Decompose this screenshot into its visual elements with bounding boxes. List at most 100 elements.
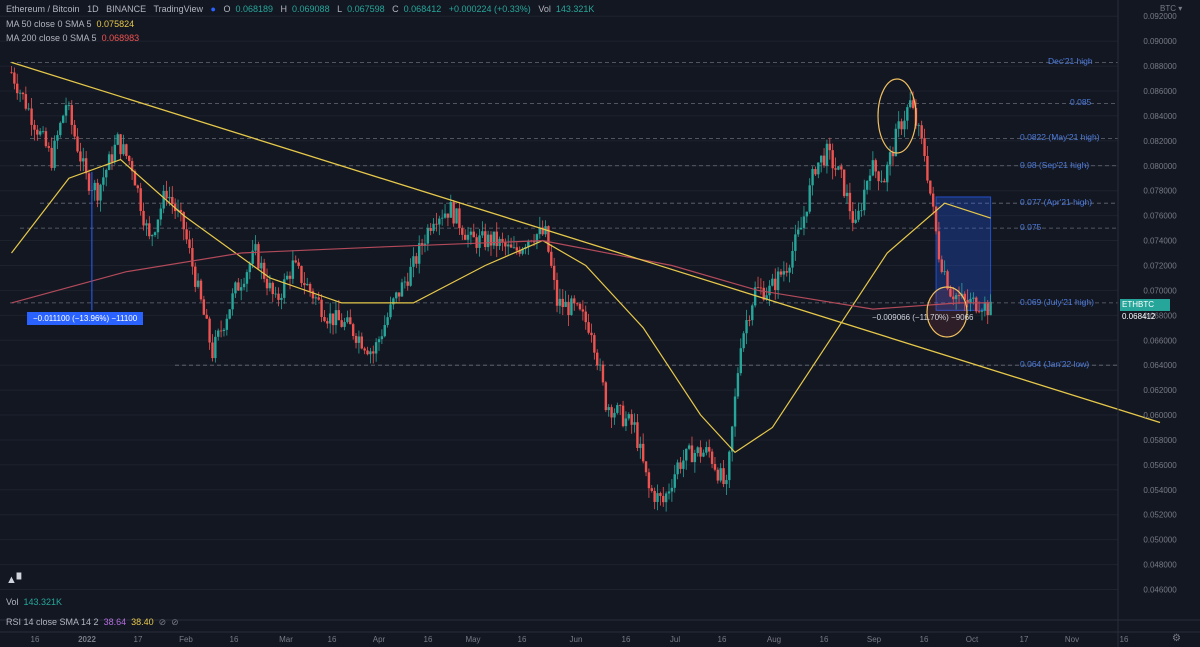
candle-body — [627, 414, 631, 419]
candle-body — [567, 301, 570, 316]
candle-body — [975, 297, 978, 312]
candle-body — [805, 211, 809, 217]
candle-body — [116, 134, 119, 145]
price-tick: 0.052000 — [1143, 511, 1177, 520]
candle-body — [18, 92, 22, 94]
candle-body — [983, 302, 987, 311]
time-tick: 16 — [424, 635, 433, 644]
candle-body — [340, 320, 343, 327]
candle-body — [621, 405, 625, 427]
candle-body — [527, 240, 530, 248]
candle-body — [834, 168, 837, 170]
ma200-legend[interactable]: MA 200 close 0 SMA 5 0.068983 — [6, 33, 144, 43]
candle-body — [776, 271, 780, 291]
price-tick: 0.062000 — [1143, 386, 1177, 395]
candle-body — [105, 169, 108, 178]
candle-body — [303, 283, 306, 286]
candle-body — [139, 188, 142, 211]
price-tick: 0.080000 — [1143, 162, 1177, 171]
candle-body — [148, 223, 151, 237]
candle-body — [93, 182, 96, 191]
candle-body — [24, 94, 28, 109]
candle-body — [277, 293, 280, 300]
time-axis: 16 2022 17 Feb 16 Mar 16 Apr 16 May 16 Jun 16 Jul 16 Au… — [31, 635, 1129, 644]
candle-body — [334, 310, 338, 326]
candle-body — [257, 244, 260, 269]
candle-body — [311, 291, 315, 299]
candle-body — [949, 288, 952, 297]
candle-body — [33, 124, 36, 130]
time-tick: 16 — [518, 635, 527, 644]
candle-body — [331, 313, 335, 326]
candle-body — [260, 262, 263, 269]
candle-body — [102, 177, 105, 185]
price-tick: 0.064000 — [1143, 361, 1177, 370]
candle-body — [159, 208, 162, 220]
candle-body — [768, 285, 771, 296]
candle-body — [349, 317, 352, 325]
candle-body — [297, 262, 300, 267]
price-tick: 0.046000 — [1143, 586, 1177, 595]
candle-body — [845, 192, 849, 197]
candle-body — [142, 210, 145, 226]
candle-body — [314, 297, 318, 299]
volume-legend[interactable]: Vol 143.321K — [6, 597, 67, 607]
candle-body — [395, 292, 398, 299]
candle-body — [475, 237, 478, 248]
candle-body — [926, 155, 929, 181]
open-label: O — [223, 4, 231, 14]
ma50-legend[interactable]: MA 50 close 0 SMA 5 0.075824 — [6, 19, 139, 29]
candle-body — [811, 169, 814, 186]
candle-body — [644, 461, 648, 473]
candle-body — [779, 271, 783, 275]
candle-body — [87, 173, 91, 191]
candle-body — [825, 143, 829, 166]
candle-body — [552, 265, 556, 280]
candle-body — [133, 171, 137, 186]
candle-body — [429, 228, 432, 231]
rsi-value: 38.64 — [103, 617, 127, 627]
candle-body — [119, 134, 122, 155]
candle-body — [799, 227, 803, 230]
candle-body — [923, 138, 926, 156]
close-label: C — [392, 4, 399, 14]
candle-body — [294, 260, 297, 263]
level-label: 0.08 (Sep'21 high) — [1020, 159, 1090, 170]
currency-label[interactable]: BTC ▾ — [1160, 4, 1183, 13]
settings-icon[interactable]: ⊘ — [171, 617, 179, 627]
rsi-ma-value: 38.40 — [131, 617, 154, 627]
rsi-legend[interactable]: RSI 14 close SMA 14 2 38.64 38.40 ⊘ ⊘ — [6, 617, 184, 628]
candle-body — [670, 487, 674, 492]
candle-body — [73, 124, 76, 137]
candle-body — [438, 218, 441, 225]
candle-body — [110, 154, 114, 162]
symbol-title[interactable]: Ethereum / Bitcoin — [6, 4, 80, 14]
candle-body — [82, 158, 85, 162]
candle-body — [343, 322, 346, 327]
interval[interactable]: 1D — [87, 4, 99, 14]
candle-body — [673, 474, 676, 488]
candle-body — [561, 298, 564, 308]
live-dot-icon: ● — [210, 4, 216, 14]
candle-body — [222, 329, 226, 332]
candle-body — [728, 451, 731, 481]
candle-body — [481, 231, 484, 236]
candle-body — [653, 490, 656, 502]
measure-box — [935, 196, 992, 311]
candle-body — [587, 322, 590, 333]
candle-body — [61, 115, 65, 123]
candle-body — [403, 281, 407, 283]
gear-icon[interactable]: ⚙ — [1172, 633, 1181, 644]
candle-body — [504, 241, 507, 247]
candle-body — [492, 231, 496, 246]
time-tick: Sep — [867, 635, 882, 644]
candle-body — [716, 469, 720, 481]
candle-body — [64, 105, 68, 116]
candle-body — [455, 208, 458, 224]
hide-icon[interactable]: ⊘ — [158, 617, 167, 627]
candle-body — [271, 282, 274, 295]
candle-body — [225, 318, 229, 330]
source: TradingView — [153, 4, 203, 14]
candle-body — [47, 146, 51, 148]
